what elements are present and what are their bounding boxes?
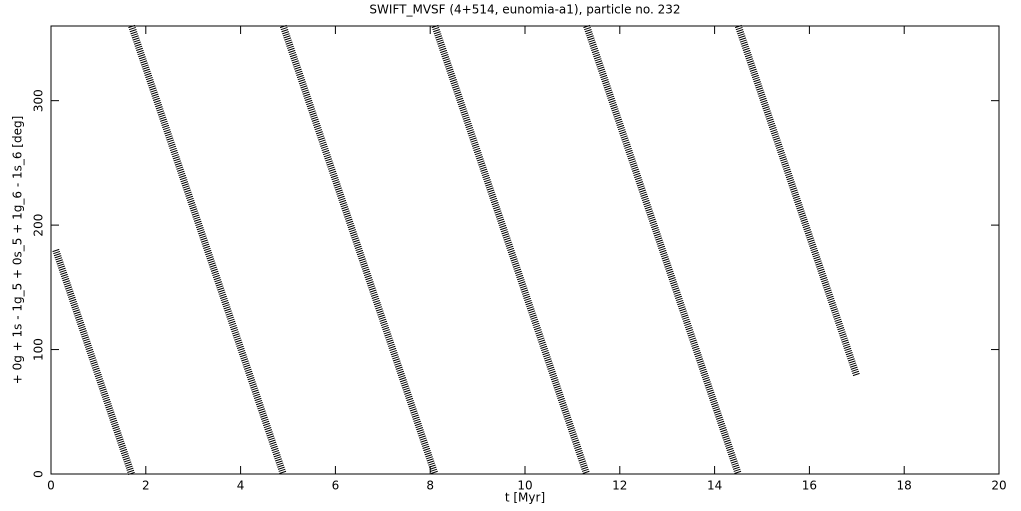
x-tick-label: 20 [991, 479, 1006, 493]
y-tick-label: 100 [32, 338, 46, 361]
x-tick-label: 18 [897, 479, 912, 493]
x-tick-label: 6 [332, 479, 340, 493]
chart-title: SWIFT_MVSF (4+514, eunomia-a1), particle… [369, 3, 680, 17]
y-axis-label: + 0g + 1s - 1g_5 + 0s_5 + 1g_6 - 1s_6 [d… [11, 116, 25, 385]
x-tick-label: 12 [612, 479, 627, 493]
y-tick-label: 0 [32, 470, 46, 478]
x-tick-label: 16 [802, 479, 817, 493]
x-axis-label: t [Myr] [505, 491, 545, 505]
x-tick-label: 8 [426, 479, 434, 493]
y-tick-label: 200 [32, 214, 46, 237]
data-band [52, 24, 861, 476]
x-tick-label: 4 [237, 479, 245, 493]
x-tick-label: 2 [142, 479, 150, 493]
x-tick-label: 14 [707, 479, 722, 493]
x-tick-label: 10 [517, 479, 532, 493]
plot-frame [50, 25, 1000, 475]
x-tick-label: 0 [47, 479, 55, 493]
y-tick-label: 300 [32, 89, 46, 112]
